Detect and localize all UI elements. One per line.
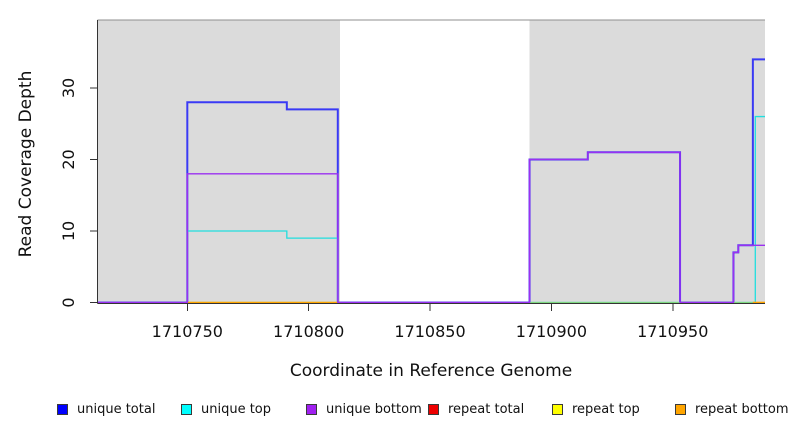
legend-swatch-repeat-bottom [675,403,686,415]
legend-swatch-repeat-top [552,403,563,415]
legend-label-unique-top: unique top [201,401,272,417]
legend-label-unique-bottom: unique bottom [326,401,422,417]
legend-item-repeat-total: repeat total [428,400,524,418]
legend-label-repeat-total: repeat total [448,401,525,417]
shaded-region [529,20,765,304]
legend-item-repeat-bottom: repeat bottom [675,400,789,418]
legend-label-repeat-top: repeat top [572,401,640,417]
legend-swatch-unique-bottom [306,403,317,415]
y-tick-label: 20 [59,149,78,169]
legend-label-unique-total: unique total [77,401,156,417]
x-tick-label: 1710800 [273,322,344,341]
legend-swatch-repeat-total [428,403,439,415]
series-line-unique-bottom [97,151,765,304]
x-tick-label: 1710900 [516,322,587,341]
legend-item-repeat-top: repeat top [552,400,640,418]
y-tick-label: 0 [59,297,78,307]
legend-item-unique-top: unique top [181,400,271,418]
shaded-region [97,20,341,304]
shaded-regions [97,20,765,304]
legend: unique total unique top unique bottom re… [0,400,792,420]
y-tick-label: 10 [59,221,78,241]
x-tick-label: 1710950 [637,322,708,341]
legend-item-unique-total: unique total [57,400,155,418]
tick-labels: 0 10 20 30 1710750 1710800 1710850 1710900 17109… [59,78,708,341]
legend-swatch-unique-top [181,403,192,415]
y-axis-title: Read Coverage Depth [16,70,36,258]
axes [90,20,765,311]
legend-label-repeat-bottom: repeat bottom [695,401,789,417]
x-axis-title: Coordinate in Reference Genome [289,361,573,381]
x-tick-label: 1710850 [394,322,465,341]
legend-item-unique-bottom: unique bottom [306,400,422,418]
y-tick-label: 30 [59,78,78,98]
x-tick-label: 1710750 [152,322,223,341]
series-lines [97,58,765,304]
legend-swatch-unique-total [57,403,68,415]
